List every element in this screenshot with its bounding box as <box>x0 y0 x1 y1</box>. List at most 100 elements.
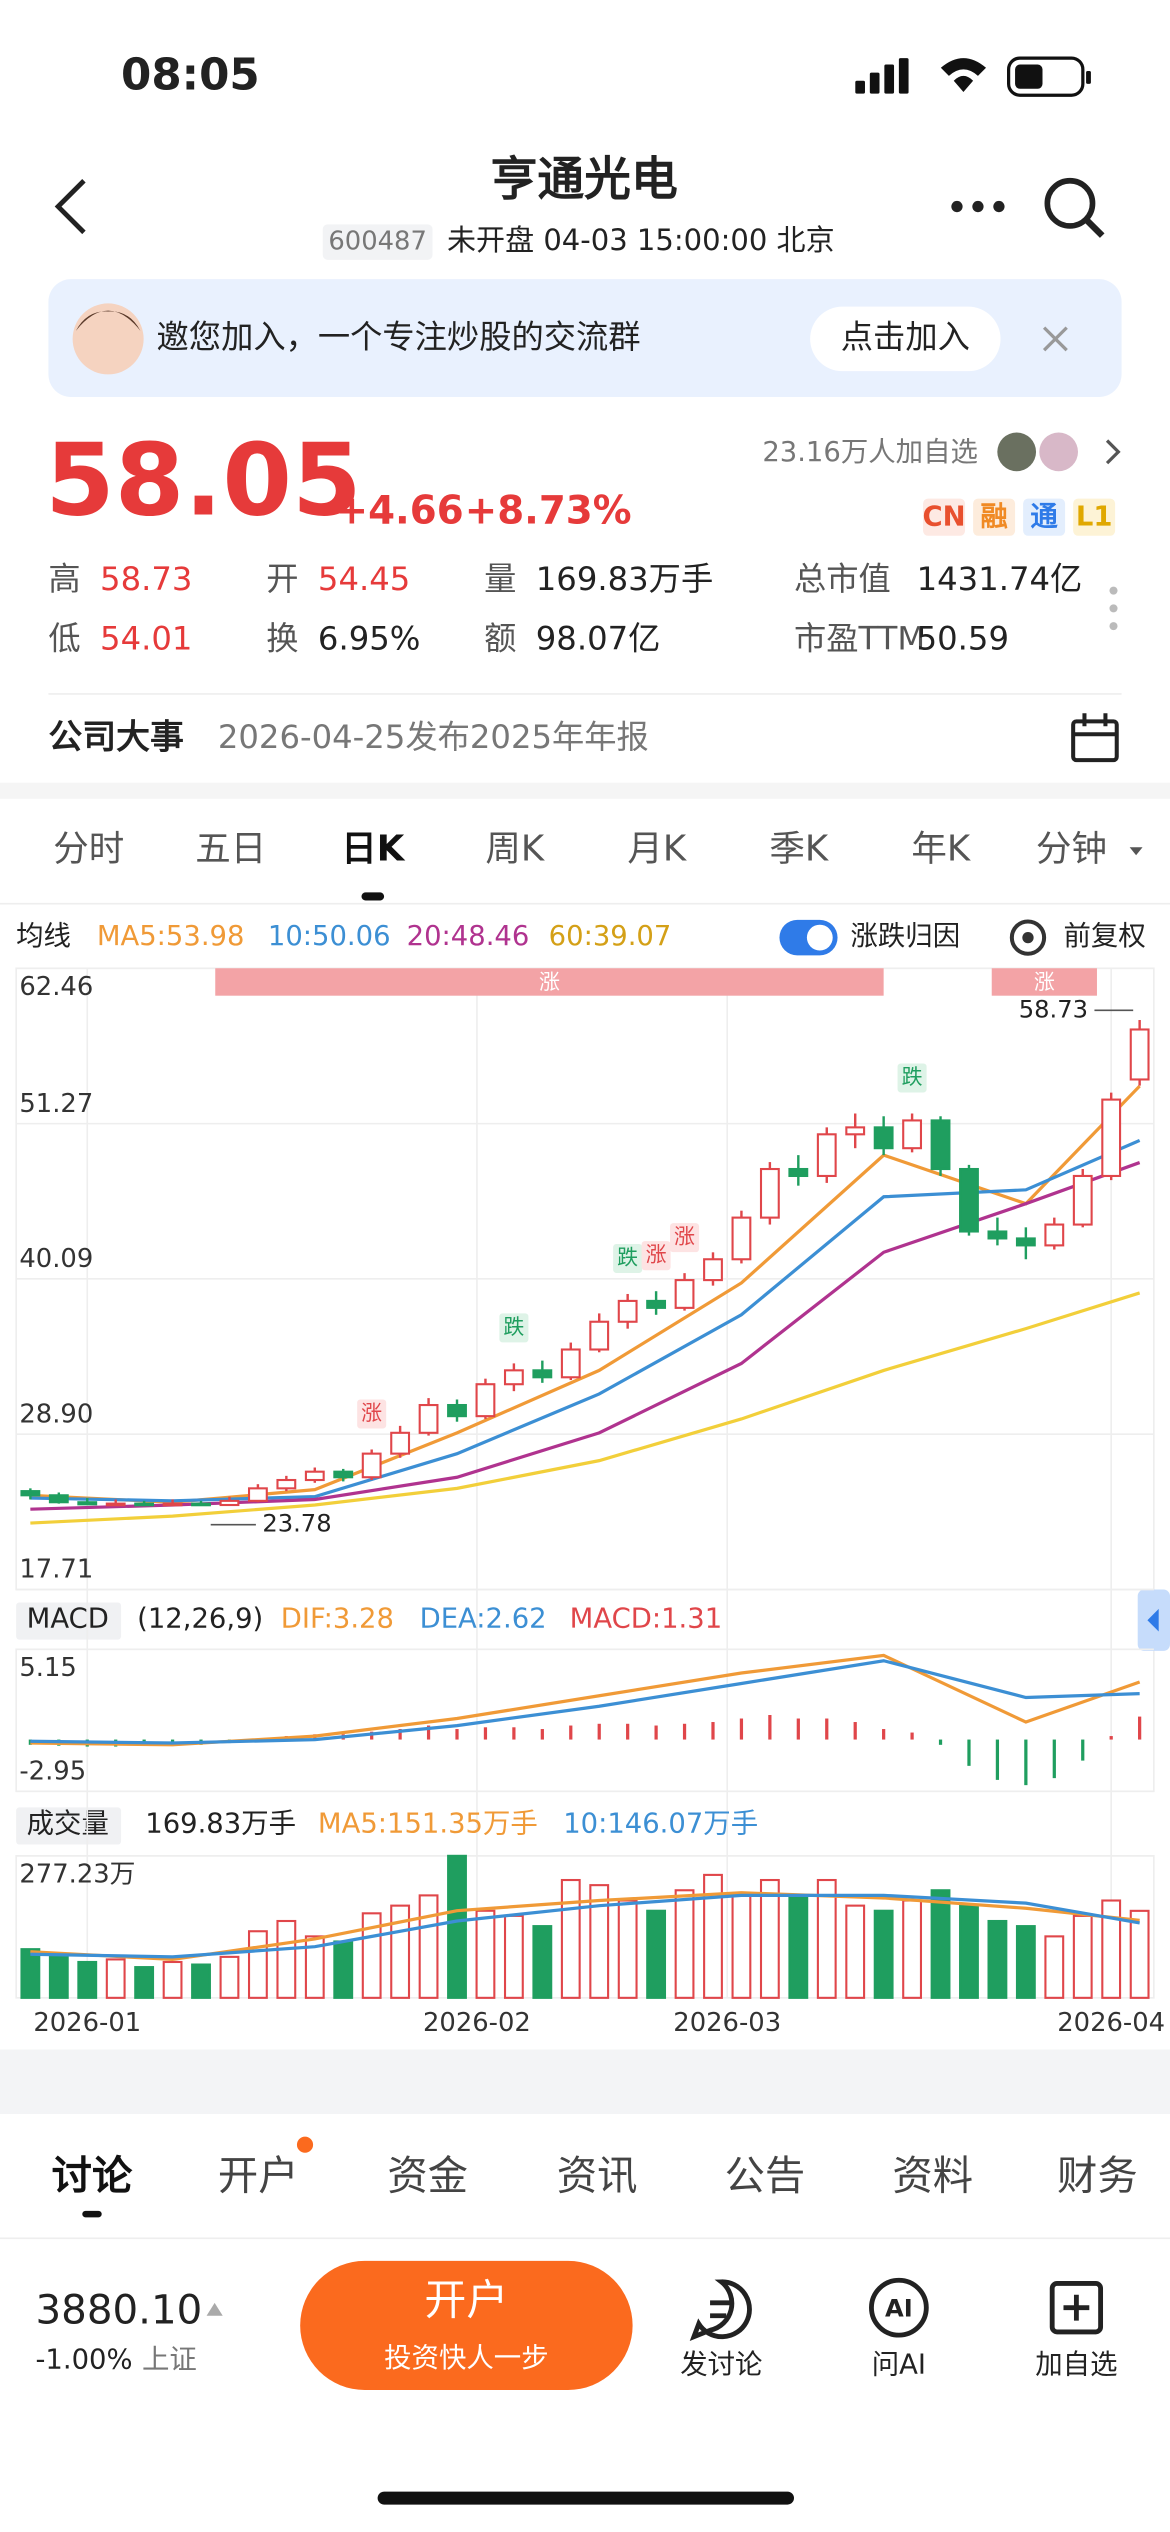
bottom-tab[interactable]: 公告 <box>725 2153 806 2200</box>
ai-icon[interactable]: AI <box>869 2277 929 2338</box>
tab[interactable]: 周K <box>485 828 546 869</box>
volume-bar <box>503 1914 524 1999</box>
candle-body <box>105 1502 126 1507</box>
back-button[interactable] <box>54 179 86 235</box>
candle-body <box>134 1502 155 1507</box>
stat-label: 额 <box>484 620 516 658</box>
close-banner[interactable] <box>1042 326 1068 352</box>
adjust-label[interactable]: 前复权 <box>1063 921 1145 952</box>
volume-bar <box>589 1884 610 1999</box>
candle-body <box>1101 1098 1122 1178</box>
y-tick-label: 40.09 <box>19 1244 93 1274</box>
follower-avatars <box>997 432 1079 472</box>
tab[interactable]: 年K <box>911 828 972 869</box>
ma-item: 60:39.07 <box>549 921 672 952</box>
bottom-tab[interactable]: 讨论 <box>52 2153 133 2200</box>
bottom-tab[interactable]: 财务 <box>1057 2153 1138 2200</box>
more-button[interactable] <box>951 200 1005 213</box>
join-button[interactable] <box>810 306 1001 372</box>
volume-label: 成交量 <box>27 1809 109 1840</box>
tag: L1 <box>1076 502 1113 533</box>
svg-text:AI: AI <box>885 2294 913 2322</box>
line-series <box>30 1893 1140 1959</box>
calendar-icon[interactable] <box>1071 713 1119 763</box>
volume-bar <box>759 1878 780 1999</box>
join-label[interactable]: 点击加入 <box>841 318 970 356</box>
y-tick-label: 17.71 <box>19 1555 93 1585</box>
macd-item: DIF:3.28 <box>281 1604 394 1635</box>
action-label[interactable]: 问AI <box>872 2349 926 2380</box>
search-button[interactable] <box>1044 177 1105 238</box>
followers-arrow[interactable] <box>1105 439 1121 465</box>
trend-band <box>991 968 1097 996</box>
clock: 08:05 <box>121 50 260 100</box>
stock-name: 亨通光电 <box>491 153 678 207</box>
macd-bar <box>882 1729 886 1740</box>
home-indicator <box>377 2491 794 2505</box>
volume-bar <box>873 1909 894 1999</box>
action-label[interactable]: 加自选 <box>1035 2349 1117 2380</box>
macd-bar <box>739 1718 744 1740</box>
index-name: 上证 <box>142 2344 197 2375</box>
volume-bar <box>731 1894 752 1999</box>
x-tick-label: 2026-04 <box>1057 2008 1165 2038</box>
volume-bar <box>532 1925 553 1999</box>
tab[interactable]: 分钟 <box>1036 828 1107 869</box>
badge-box <box>641 1241 671 1271</box>
candle-body <box>333 1470 354 1479</box>
action-label[interactable]: 发讨论 <box>680 2349 762 2380</box>
index-value: 3880.10 <box>36 2287 203 2334</box>
bottom-tab[interactable]: 资讯 <box>557 2153 638 2200</box>
avatar <box>72 303 144 375</box>
badge-box <box>670 1223 700 1253</box>
price: 58.05 <box>45 422 361 539</box>
badge: 跌 <box>902 1065 923 1089</box>
y-tick-label: 5.15 <box>19 1653 76 1683</box>
open-account-button[interactable] <box>300 2260 633 2390</box>
volume-bar <box>418 1894 439 1999</box>
badge-box <box>499 1313 529 1343</box>
line-series <box>30 1659 1140 1745</box>
tab[interactable]: 季K <box>769 828 830 869</box>
macd-label: MACD <box>27 1604 109 1635</box>
stat-value: 98.07亿 <box>536 620 661 658</box>
tab[interactable]: 五日 <box>195 828 266 869</box>
volume-bar <box>703 1873 723 1999</box>
add-icon[interactable] <box>1049 2281 1104 2335</box>
tag-box <box>1073 498 1116 536</box>
more-dots[interactable] <box>1109 586 1118 631</box>
candle-body <box>247 1487 268 1502</box>
macd-bar <box>1138 1716 1142 1740</box>
volume-bar <box>191 1963 211 1999</box>
tab[interactable]: 分时 <box>53 828 124 869</box>
index-change: -1.00% <box>36 2344 133 2375</box>
volume-bar <box>162 1960 183 1999</box>
discuss-icon[interactable] <box>689 2279 752 2342</box>
settings-icon[interactable] <box>1009 919 1047 956</box>
change-pct: +8.73% <box>465 489 632 534</box>
bottom-tab[interactable]: 资料 <box>892 2153 973 2200</box>
candle-body <box>788 1167 809 1178</box>
button-sub[interactable]: 投资快人一步 <box>384 2343 549 2374</box>
macd-item: DEA:2.62 <box>420 1604 547 1635</box>
stat-value: 58.73 <box>100 560 192 598</box>
candle-body <box>902 1119 923 1150</box>
bottom-tab[interactable]: 开户 <box>218 2153 299 2200</box>
badge-box <box>897 1063 927 1093</box>
tab[interactable]: 日K <box>341 828 406 869</box>
stat-value: 50.59 <box>917 620 1009 658</box>
button-label[interactable]: 开户 <box>424 2275 508 2324</box>
badge-box <box>357 1399 387 1429</box>
macd-bar <box>995 1739 1000 1780</box>
candle-body <box>731 1216 752 1261</box>
trend-band <box>215 968 884 996</box>
stat-value: 1431.74亿 <box>917 560 1083 598</box>
notice-dot <box>296 2136 314 2153</box>
volume-bar <box>105 1958 126 1999</box>
macd-bar <box>455 1729 459 1740</box>
tab[interactable]: 月K <box>627 828 688 869</box>
toggle-label[interactable]: 涨跌归因 <box>850 921 960 952</box>
bottom-tab[interactable]: 资金 <box>387 2153 468 2200</box>
macd-bar <box>569 1725 573 1740</box>
stat-value: 54.45 <box>318 560 410 598</box>
